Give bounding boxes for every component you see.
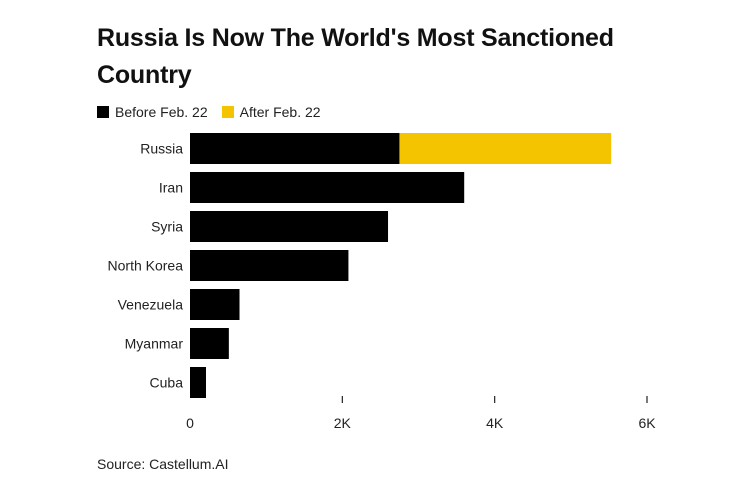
category-label: Myanmar xyxy=(125,336,184,352)
x-tick-label: 0 xyxy=(186,415,194,431)
legend-swatch-before xyxy=(97,106,109,118)
legend-item-before: Before Feb. 22 xyxy=(97,104,208,120)
source-note: Source: Castellum.AI xyxy=(97,456,229,472)
bar-iran-before xyxy=(190,172,465,203)
legend: Before Feb. 22 After Feb. 22 xyxy=(97,104,335,120)
bar-north-korea-before xyxy=(190,250,349,281)
bar-russia-before xyxy=(190,133,400,164)
bar-cuba-before xyxy=(190,367,206,398)
legend-item-after: After Feb. 22 xyxy=(221,104,321,120)
chart-title: Russia Is Now The World's Most Sanctione… xyxy=(97,24,614,89)
x-tick-label: 2K xyxy=(334,415,352,431)
category-label: Venezuela xyxy=(118,297,184,313)
legend-swatch-after xyxy=(221,106,234,118)
category-label: North Korea xyxy=(108,258,184,274)
bar-venezuela-before xyxy=(190,289,240,320)
bar-syria-before xyxy=(190,211,389,242)
category-label: Syria xyxy=(151,219,183,235)
legend-label-after: After Feb. 22 xyxy=(239,104,321,120)
bar-myanmar-before xyxy=(190,328,229,359)
x-tick-label: 4K xyxy=(486,415,504,431)
category-label: Iran xyxy=(159,180,183,196)
bar-russia-after xyxy=(399,133,612,164)
category-label: Russia xyxy=(140,141,183,157)
legend-label-before: Before Feb. 22 xyxy=(115,104,208,120)
category-label: Cuba xyxy=(150,375,184,391)
x-tick-label: 6K xyxy=(638,415,656,431)
